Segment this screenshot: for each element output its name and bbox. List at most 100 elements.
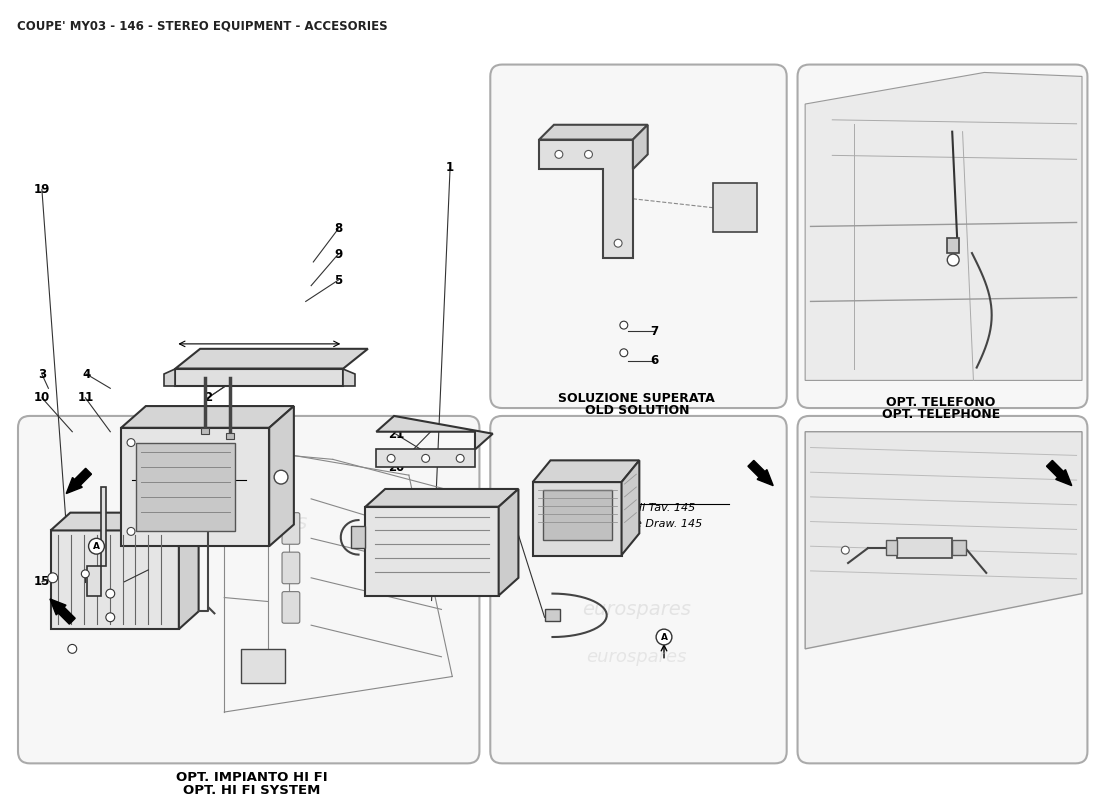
Polygon shape	[365, 489, 518, 506]
FancyBboxPatch shape	[282, 552, 300, 584]
Polygon shape	[805, 432, 1082, 649]
Bar	[351, 526, 365, 548]
Circle shape	[47, 573, 57, 582]
Circle shape	[554, 150, 563, 158]
Polygon shape	[343, 369, 355, 386]
Polygon shape	[87, 487, 107, 595]
Bar	[136, 442, 234, 531]
Circle shape	[842, 546, 849, 554]
Text: 7: 7	[650, 325, 658, 338]
Polygon shape	[498, 489, 518, 595]
Polygon shape	[50, 599, 66, 615]
Circle shape	[421, 454, 430, 462]
Text: eurospares: eurospares	[586, 648, 688, 666]
Bar	[544, 610, 560, 622]
Polygon shape	[121, 406, 294, 428]
Bar	[226, 433, 233, 438]
Circle shape	[274, 470, 288, 484]
Text: COUPE' MY03 - 146 - STEREO EQUIPMENT - ACCESORIES: COUPE' MY03 - 146 - STEREO EQUIPMENT - A…	[16, 19, 387, 32]
Polygon shape	[757, 470, 773, 486]
Bar	[51, 530, 179, 629]
Bar	[241, 649, 285, 683]
Text: 18: 18	[909, 488, 925, 502]
Bar	[201, 428, 209, 434]
Polygon shape	[621, 460, 639, 555]
Text: OPT. IMPIANTO HI FI: OPT. IMPIANTO HI FI	[176, 771, 327, 784]
Circle shape	[106, 613, 114, 622]
Circle shape	[106, 589, 114, 598]
Circle shape	[456, 454, 464, 462]
Bar	[365, 506, 498, 595]
Polygon shape	[805, 73, 1082, 381]
Polygon shape	[632, 125, 648, 169]
Text: 10: 10	[502, 508, 517, 521]
Bar	[121, 428, 270, 546]
Polygon shape	[175, 369, 343, 386]
Circle shape	[620, 349, 628, 357]
Text: 11: 11	[77, 391, 94, 404]
Text: 3: 3	[37, 367, 46, 381]
Circle shape	[620, 321, 628, 329]
Text: eurospares: eurospares	[184, 513, 308, 533]
Polygon shape	[376, 416, 493, 450]
Text: 1: 1	[447, 161, 454, 174]
Text: 2: 2	[204, 391, 212, 404]
Polygon shape	[179, 513, 199, 629]
Text: OLD SOLUTION: OLD SOLUTION	[584, 404, 689, 417]
Circle shape	[656, 629, 672, 645]
Text: See Draw. 145: See Draw. 145	[620, 518, 702, 529]
Circle shape	[584, 150, 593, 158]
FancyBboxPatch shape	[282, 513, 300, 544]
Polygon shape	[51, 513, 199, 530]
Circle shape	[387, 454, 395, 462]
Polygon shape	[539, 139, 632, 258]
Polygon shape	[75, 468, 91, 486]
Polygon shape	[175, 349, 367, 369]
Bar	[542, 490, 612, 540]
Text: 6: 6	[650, 354, 659, 367]
Polygon shape	[164, 369, 175, 386]
Text: 20: 20	[387, 461, 404, 474]
Text: Vedi Tav. 145: Vedi Tav. 145	[620, 502, 695, 513]
FancyBboxPatch shape	[18, 416, 480, 763]
Bar	[532, 482, 621, 556]
Text: 5: 5	[334, 274, 342, 286]
FancyBboxPatch shape	[798, 65, 1088, 408]
FancyBboxPatch shape	[491, 416, 786, 763]
Text: Vedi Tav. 139: Vedi Tav. 139	[132, 479, 206, 489]
Circle shape	[81, 570, 89, 578]
Polygon shape	[270, 406, 294, 546]
Text: OPT. TELEPHONE: OPT. TELEPHONE	[882, 408, 1000, 421]
FancyBboxPatch shape	[282, 592, 300, 623]
FancyBboxPatch shape	[491, 65, 786, 408]
Text: A: A	[94, 542, 100, 550]
Text: OPT. TELEFONO: OPT. TELEFONO	[887, 396, 996, 409]
Circle shape	[68, 645, 77, 654]
Polygon shape	[58, 607, 75, 624]
Polygon shape	[532, 460, 639, 482]
Polygon shape	[1046, 460, 1064, 478]
Text: 12: 12	[913, 342, 930, 355]
Bar	[376, 450, 475, 467]
Text: 21: 21	[387, 427, 404, 441]
Polygon shape	[1056, 470, 1071, 486]
Text: eurospares: eurospares	[582, 600, 691, 619]
Text: 19: 19	[34, 183, 51, 196]
Circle shape	[128, 438, 135, 446]
Text: 14: 14	[117, 575, 133, 588]
Text: A: A	[660, 633, 668, 642]
Text: 4: 4	[82, 367, 90, 381]
Text: SOLUZIONE SUPERATA: SOLUZIONE SUPERATA	[559, 392, 715, 406]
Text: 10: 10	[34, 391, 50, 404]
Text: 13: 13	[962, 342, 978, 355]
Polygon shape	[66, 478, 82, 494]
Polygon shape	[539, 125, 648, 139]
Text: 8: 8	[334, 222, 342, 235]
Bar	[952, 540, 966, 555]
Text: 17: 17	[957, 488, 972, 502]
Text: OPT. HI FI SYSTEM: OPT. HI FI SYSTEM	[183, 784, 320, 797]
FancyBboxPatch shape	[798, 416, 1088, 763]
Circle shape	[947, 254, 959, 266]
Bar	[947, 238, 959, 253]
Bar	[898, 538, 952, 558]
